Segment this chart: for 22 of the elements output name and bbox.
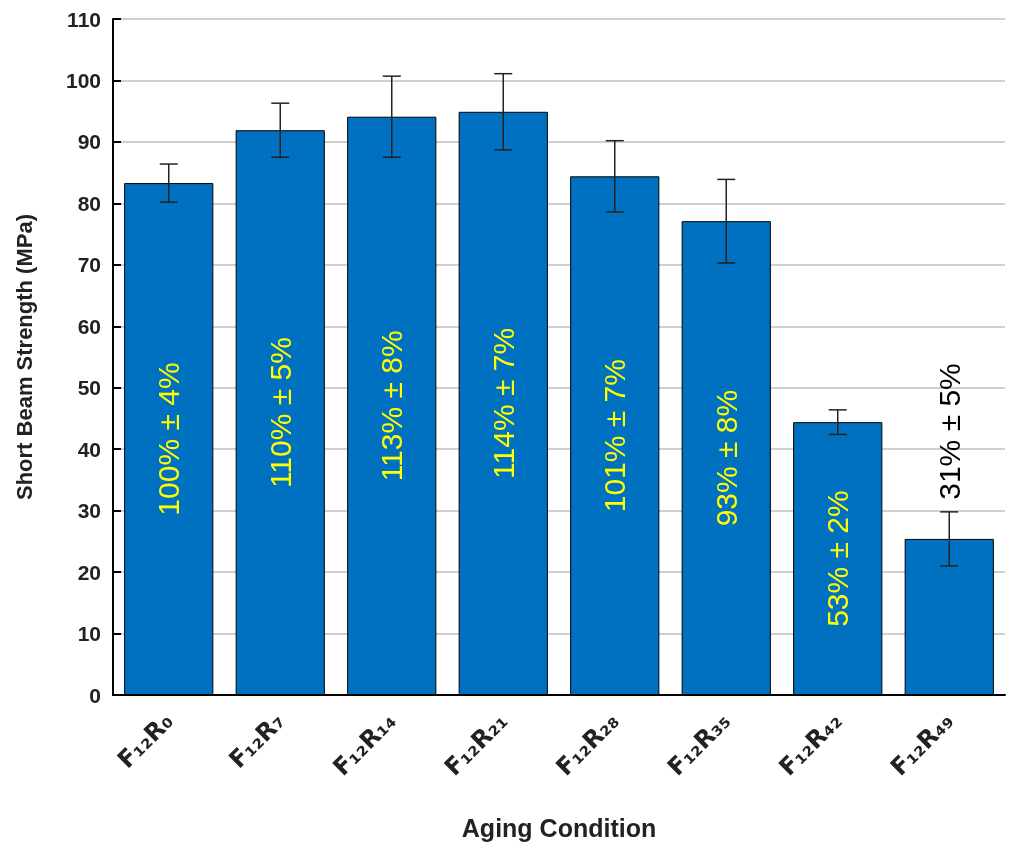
y-tick-label: 20	[77, 560, 101, 584]
y-tick-label: 110	[67, 7, 101, 31]
annotation: 31% ± 5%	[932, 363, 966, 500]
y-tick-label: 30	[77, 499, 101, 523]
y-tick-label: 50	[77, 376, 101, 400]
y-tick-label: 80	[77, 191, 101, 215]
annotation: 53% ± 2%	[821, 490, 855, 627]
y-tick-label: 70	[77, 253, 101, 277]
y-tick-label: 0	[89, 683, 101, 707]
annotation: 110% ± 5%	[263, 337, 297, 489]
annotation: 114% ± 7%	[486, 327, 520, 479]
y-tick-label: 60	[77, 314, 101, 338]
x-axis-title: Aging Condition	[461, 813, 657, 842]
y-tick-label: 10	[77, 622, 101, 646]
y-tick-label: 100	[65, 68, 101, 92]
y-tick-label: 40	[77, 437, 101, 461]
annotation: 100% ± 4%	[152, 362, 186, 516]
annotation: 93% ± 8%	[709, 389, 743, 527]
y-axis-title: Short Beam Strength (MPa)	[11, 213, 37, 501]
annotation: 113% ± 8%	[375, 330, 409, 482]
y-tick-label: 90	[77, 130, 101, 154]
annotation: 101% ± 7%	[598, 359, 632, 513]
